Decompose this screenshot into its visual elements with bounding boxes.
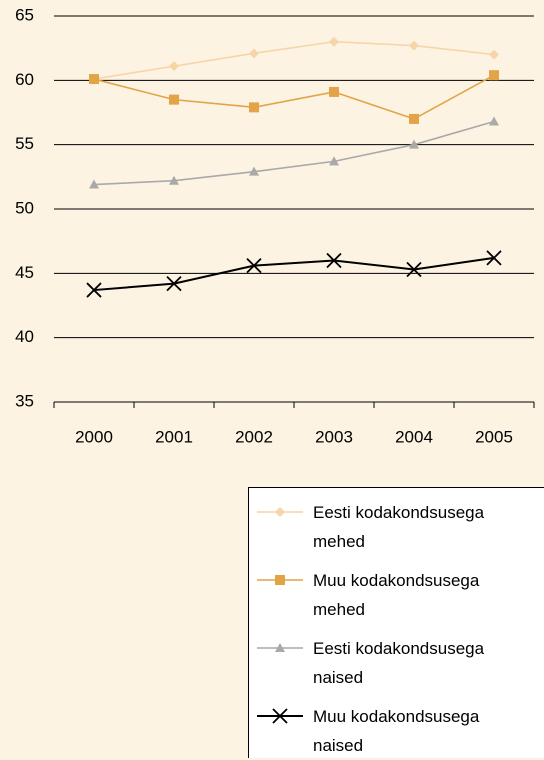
marker — [169, 94, 179, 105]
series-line — [93, 74, 495, 120]
marker — [326, 252, 342, 269]
x-tick-label: 2002 — [235, 427, 273, 446]
marker — [169, 61, 179, 72]
y-tick-label: 45 — [15, 263, 34, 282]
legend-swatch — [257, 643, 303, 652]
marker — [489, 116, 499, 126]
series-line — [93, 40, 495, 80]
marker — [169, 175, 179, 185]
legend: Eesti kodakondsusega mehed Muu kodakondsu… — [248, 487, 544, 758]
marker — [409, 113, 419, 124]
marker — [272, 708, 288, 724]
x-tick-label: 2001 — [155, 427, 193, 446]
marker — [166, 275, 182, 292]
y-tick-label: 50 — [15, 198, 34, 217]
y-tick-label: 35 — [15, 391, 34, 410]
chart: 35 40 45 50 55 60 65 2000 2001 2002 2003 2004 2005 — [15, 5, 535, 446]
marker — [275, 507, 285, 517]
x-tick-label: 2004 — [395, 427, 433, 446]
y-tick-label: 65 — [15, 5, 34, 24]
x-tick-label: 2003 — [315, 427, 353, 446]
y-tick-label: 55 — [15, 134, 34, 153]
marker — [406, 261, 422, 278]
legend-entry: Eesti kodakondsusega naised — [249, 634, 544, 692]
legend-label: Muu kodakondsusega naised — [313, 707, 480, 755]
marker — [89, 179, 99, 189]
marker — [329, 86, 339, 97]
marker — [275, 575, 285, 585]
marker — [249, 102, 259, 113]
legend-label: Muu kodakondsusega mehed — [313, 571, 480, 619]
legend-entry: Eesti kodakondsusega mehed — [249, 498, 544, 556]
marker — [329, 36, 339, 47]
x-tick-label: 2000 — [75, 427, 113, 446]
marker — [489, 49, 499, 60]
legend-swatch — [257, 708, 303, 724]
marker — [275, 643, 285, 652]
series-line — [93, 256, 495, 292]
marker — [249, 166, 259, 176]
marker — [409, 139, 419, 149]
marker — [409, 40, 419, 51]
y-tick-label: 60 — [15, 70, 34, 89]
marker — [86, 282, 102, 298]
legend-entry: Muu kodakondsusega mehed — [249, 566, 544, 624]
legend-label: Eesti kodakondsusega mehed — [313, 503, 485, 551]
marker — [246, 257, 262, 274]
marker — [489, 70, 499, 81]
series-line — [93, 120, 495, 186]
marker — [249, 48, 259, 59]
y-tick-label: 40 — [15, 327, 34, 346]
x-tick-label: 2005 — [475, 427, 513, 446]
marker — [329, 156, 339, 166]
marker — [486, 250, 502, 266]
legend-entry: Muu kodakondsusega naised — [249, 702, 544, 760]
legend-label: Eesti kodakondsusega naised — [313, 639, 485, 687]
legend-swatch — [257, 507, 303, 517]
marker — [89, 74, 99, 85]
legend-swatch — [257, 575, 303, 585]
